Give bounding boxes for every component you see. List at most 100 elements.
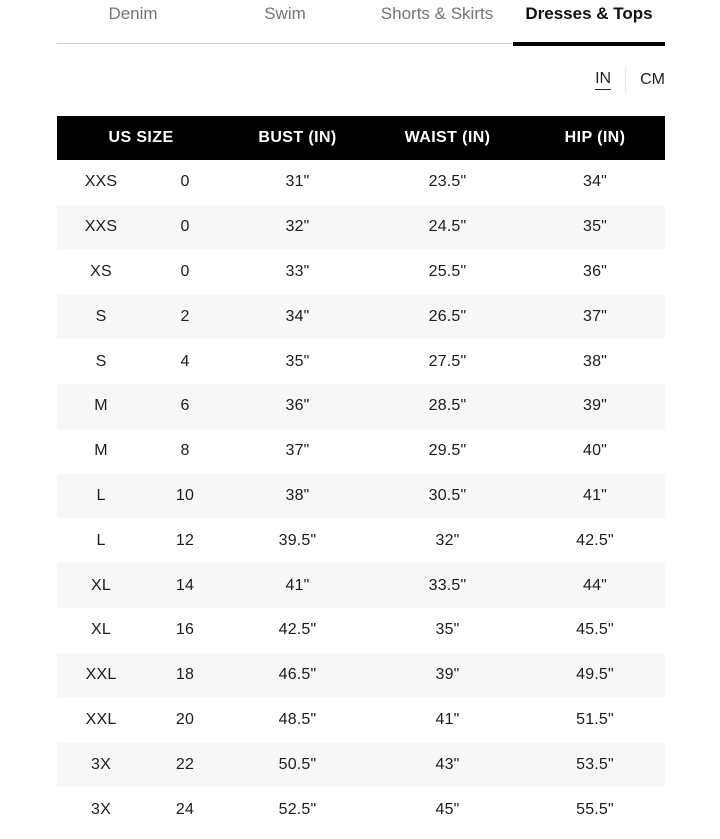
size-table-body: XXS 0 31" 23.5" 34" XXS 0 32" 24.5" 35" XS 0 33" 25.5…: [57, 160, 666, 832]
header-us-size: US SIZE: [57, 116, 226, 160]
cell-waist: 26.5": [370, 294, 526, 340]
table-row: XL 16 42.5" 35" 45.5": [57, 608, 665, 653]
table-row: XXL 20 48.5" 41" 51.5": [57, 698, 665, 743]
cell-hip: 53.5": [525, 742, 666, 788]
cell-waist: 27.5": [428, 352, 467, 370]
cell-waist: 32": [435, 531, 460, 549]
unit-toggle: IN CM: [57, 67, 665, 93]
cell-bust: 36": [225, 383, 371, 429]
cell-bust: 42.5": [278, 621, 317, 639]
table-row: L 12 39.5" 32" 42.5": [57, 518, 665, 563]
cell-size-label: L: [57, 473, 145, 519]
cell-bust: 52.5": [278, 800, 317, 818]
cell-size-number: 2: [145, 294, 226, 340]
cell-bust: 33": [285, 262, 310, 280]
cell-size-label: XL: [91, 621, 111, 639]
cell-waist: 24.5": [370, 204, 526, 250]
cell-size-number: 10: [145, 473, 226, 519]
cell-size-number: 4: [180, 352, 190, 370]
cell-size-label: XXS: [57, 204, 145, 250]
cell-bust: 46.5": [225, 652, 371, 698]
cell-hip: 36": [582, 262, 608, 280]
tab-denim[interactable]: Denim: [57, 0, 209, 43]
cell-waist: 25.5": [428, 262, 467, 280]
tab-dresses-tops[interactable]: Dresses & Tops: [513, 0, 665, 46]
cell-size-number: 14: [145, 563, 226, 608]
cell-hip: 37": [525, 294, 666, 340]
tab-dresses-tops-label: Dresses & Tops: [525, 4, 653, 23]
tab-shorts-skirts-label: Shorts & Skirts: [380, 4, 494, 23]
tab-shorts-skirts[interactable]: Shorts & Skirts: [361, 0, 513, 43]
cell-size-label: L: [96, 531, 106, 549]
cell-waist: 28.5": [370, 383, 526, 429]
cell-size-number: 22: [145, 742, 226, 788]
cell-bust: 37": [285, 442, 310, 460]
header-bust: BUST (IN): [225, 116, 371, 160]
cell-waist: 23.5": [428, 173, 467, 191]
cell-hip: 35": [525, 204, 666, 250]
cell-hip: 42.5": [576, 531, 614, 549]
cell-size-number: 12: [175, 531, 195, 549]
header-row: US SIZE BUST (IN) WAIST (IN) HIP (IN): [57, 116, 666, 160]
table-row: XXS 0 32" 24.5" 35": [57, 204, 666, 250]
cell-size-number: 16: [175, 621, 195, 639]
unit-cm-button[interactable]: CM: [640, 71, 665, 88]
cell-size-number: 18: [145, 652, 226, 698]
cell-hip: 51.5": [576, 710, 614, 728]
table-row: S 4 35" 27.5" 38": [57, 339, 665, 384]
tab-denim-label: Denim: [108, 4, 158, 23]
cell-bust: 48.5": [278, 710, 317, 728]
cell-waist: 30.5": [370, 473, 526, 519]
cell-hip: 41": [525, 473, 666, 519]
cell-size-label: XS: [90, 262, 112, 280]
cell-size-label: XXL: [57, 652, 145, 698]
unit-toggle-divider: [625, 67, 627, 93]
cell-waist: 35": [435, 621, 460, 639]
cell-size-number: 20: [175, 710, 195, 728]
cell-size-label: 3X: [57, 742, 145, 788]
table-row: M 6 36" 28.5" 39": [57, 383, 666, 429]
cell-waist: 43": [370, 742, 526, 788]
cell-bust: 34": [225, 294, 371, 340]
cell-bust: 50.5": [225, 742, 371, 788]
cell-hip: 49.5": [525, 652, 666, 698]
cell-size-label: M: [94, 442, 108, 460]
cell-hip: 45.5": [576, 621, 614, 639]
cell-bust: 31": [285, 173, 310, 191]
cell-size-label: XL: [57, 563, 145, 608]
unit-in-button[interactable]: IN: [595, 70, 612, 90]
table-row: M 8 37" 29.5" 40": [57, 429, 665, 474]
cell-size-label: XXL: [85, 710, 117, 728]
cell-bust: 41": [225, 563, 371, 608]
cell-size-number: 8: [180, 442, 190, 460]
cell-bust: 38": [225, 473, 371, 519]
cell-bust: 35": [285, 352, 310, 370]
table-row: 3X 22 50.5" 43" 53.5": [57, 742, 666, 788]
table-row: XS 0 33" 25.5" 36": [57, 250, 665, 295]
table-row: XL 14 41" 33.5" 44": [57, 563, 666, 608]
cell-size-number: 6: [145, 383, 226, 429]
cell-hip: 39": [525, 383, 666, 429]
cell-hip: 34": [582, 173, 608, 191]
size-chart-table: US SIZE BUST (IN) WAIST (IN) HIP (IN) XX…: [57, 116, 666, 832]
cell-size-number: 0: [180, 262, 190, 280]
cell-waist: 29.5": [428, 442, 467, 460]
table-row: S 2 34" 26.5" 37": [57, 294, 666, 340]
tab-swim[interactable]: Swim: [209, 0, 361, 43]
active-tab-underline: [513, 42, 665, 46]
cell-waist: 33.5": [370, 563, 526, 608]
cell-hip: 38": [582, 352, 608, 370]
cell-bust: 32": [225, 204, 371, 250]
cell-size-label: S: [95, 352, 107, 370]
tab-swim-label: Swim: [264, 4, 306, 23]
cell-size-number: 0: [145, 204, 226, 250]
header-hip: HIP (IN): [525, 116, 666, 160]
cell-waist: 41": [435, 710, 460, 728]
table-row: L 10 38" 30.5" 41": [57, 473, 666, 519]
header-waist: WAIST (IN): [370, 116, 526, 160]
cell-bust: 39.5": [278, 531, 317, 549]
cell-size-label: XXS: [84, 173, 118, 191]
cell-size-number: 24: [175, 800, 195, 818]
cell-waist: 45": [435, 800, 460, 818]
size-chart-tab-bar: Denim Swim Shorts & Skirts Dresses & Top…: [57, 0, 665, 46]
